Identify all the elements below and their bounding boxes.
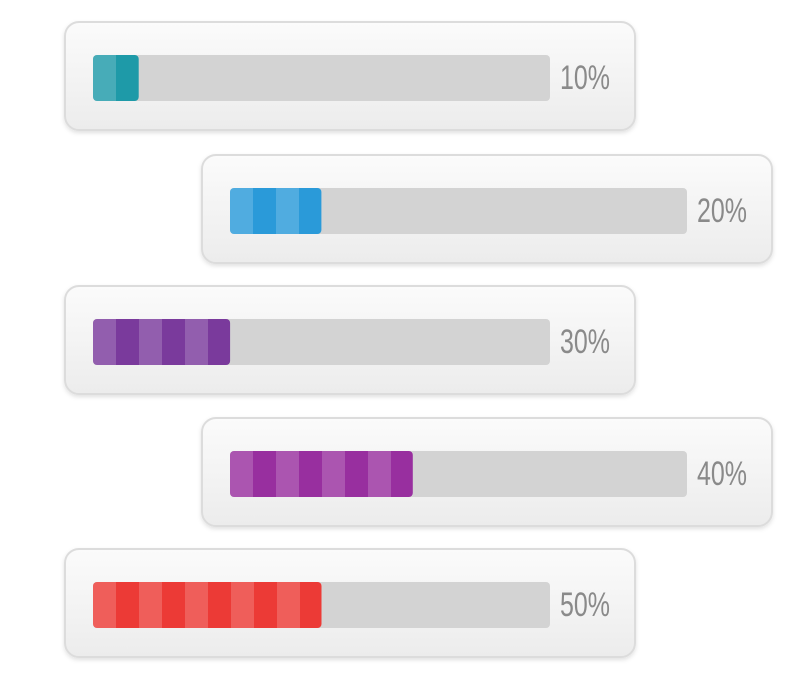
track — [230, 188, 687, 234]
value-label: 30% — [560, 323, 610, 361]
value-label: 20% — [697, 192, 747, 230]
track — [93, 55, 550, 101]
progress-fill — [93, 582, 322, 628]
value-label: 40% — [697, 455, 747, 493]
value-label: 10% — [560, 59, 610, 97]
value-label: 50% — [560, 586, 610, 624]
progress-fill — [230, 451, 413, 497]
progress-fill — [93, 319, 231, 365]
progress-fill — [230, 188, 322, 234]
progress-fill — [93, 55, 139, 101]
